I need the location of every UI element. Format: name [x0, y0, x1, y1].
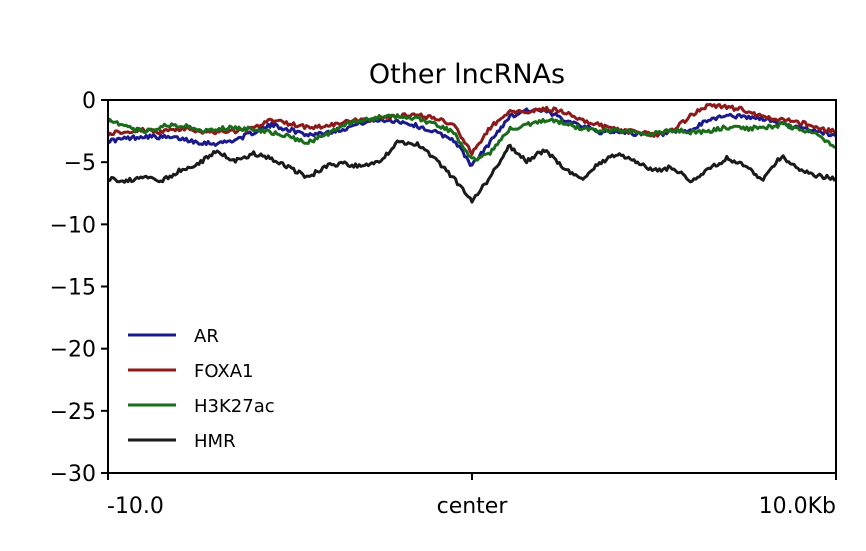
- series-line-foxa1: [106, 102, 837, 156]
- legend-label-foxa1: FOXA1: [194, 361, 253, 382]
- legend-label-h3k27ac: H3K27ac: [194, 396, 275, 417]
- y-tick-label: −5: [64, 151, 96, 176]
- series-layer: [106, 102, 837, 204]
- x-tick-label: -10.0: [107, 494, 164, 519]
- y-tick-label: −25: [50, 400, 96, 425]
- legend-label-ar: AR: [194, 326, 219, 347]
- series-line-ar: [107, 107, 837, 167]
- legend-label-hmr: HMR: [194, 431, 236, 452]
- y-tick-label: 0: [82, 89, 96, 114]
- y-tick-label: −15: [50, 276, 96, 301]
- axes-layer: 0 −5 −10 −15 −20 −25 −30 -10.0 center 10.0Kb: [50, 89, 837, 519]
- x-tick-label: center: [437, 494, 509, 519]
- chart-title: Other lncRNAs: [369, 59, 565, 90]
- y-tick-label: −10: [50, 213, 96, 238]
- series-line-h3k27ac: [106, 113, 837, 162]
- y-tick-label: −30: [50, 462, 96, 487]
- legend: AR FOXA1 H3K27ac HMR: [128, 326, 275, 452]
- x-tick-label: 10.0Kb: [759, 494, 836, 519]
- y-tick-label: −20: [50, 338, 96, 363]
- series-line-hmr: [107, 139, 837, 204]
